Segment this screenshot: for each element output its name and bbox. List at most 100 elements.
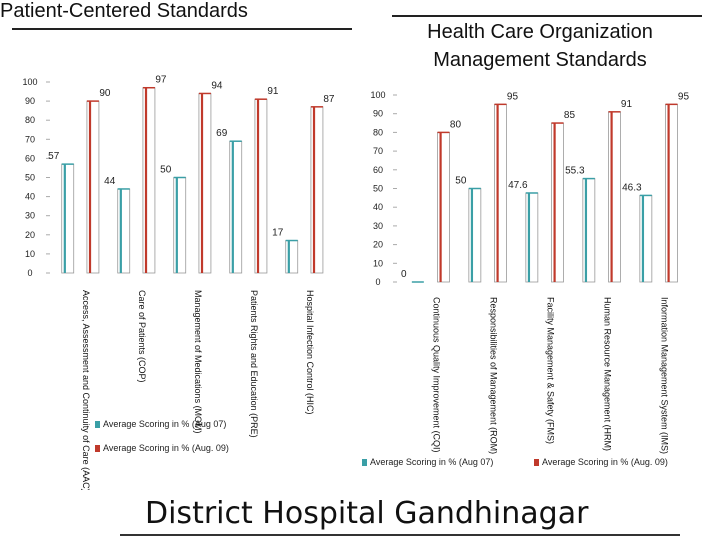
legend-swatch <box>534 459 539 466</box>
legend-label: Average Scoring in % (Aug 07) <box>370 457 493 467</box>
bar <box>310 106 324 274</box>
bar <box>639 195 653 283</box>
bar <box>665 103 678 283</box>
y-tick-label: 60 <box>25 153 35 163</box>
y-tick-label: 20 <box>373 240 383 250</box>
right-chart-title-line1: Health Care Organization <box>427 21 653 43</box>
data-label: 94 <box>211 80 223 91</box>
bar <box>229 140 243 274</box>
legend-swatch <box>95 445 100 452</box>
right-chart-title-line2: Management Standards <box>433 49 647 71</box>
data-label: 57 <box>48 151 60 162</box>
y-tick-label: 10 <box>25 249 35 259</box>
bar-stripe <box>496 104 499 282</box>
data-label: 55.3 <box>565 166 585 177</box>
right-bar-chart: 0 10 20 30 40 50 60 70 80 90 100 0 80 Continuous Qual… <box>362 90 689 467</box>
data-label: 95 <box>678 91 690 102</box>
left-chart-title: Patient-Centered Standards <box>0 0 248 22</box>
y-tick-label: 30 <box>373 221 383 231</box>
y-tick-label: 70 <box>373 146 383 156</box>
legend-label: Average Scoring in % (Aug. 09) <box>103 443 229 453</box>
bar-stripe <box>610 111 613 282</box>
bar-stripe <box>439 132 442 282</box>
bar <box>608 111 621 283</box>
bar-stripe <box>256 99 260 273</box>
y-tick-label: 100 <box>370 90 385 100</box>
right-chart-title: Health Care Organization Management Stan… <box>370 18 710 74</box>
y-tick-label: 80 <box>373 127 383 137</box>
data-label: 80 <box>450 119 462 130</box>
y-tick-label: 30 <box>25 211 35 221</box>
data-label: 46.3 <box>622 182 642 193</box>
bar-stripe <box>144 87 148 273</box>
category-label: Hospital Infection Control (HIC) <box>305 290 315 415</box>
category-label: Continuous Quality Improvement (CQI) <box>432 297 442 453</box>
category-label: Information Management System (IMS) <box>660 297 670 454</box>
data-label: 85 <box>564 110 576 121</box>
data-label: 47.6 <box>508 180 528 191</box>
left-bar-chart: 0 10 20 30 40 50 60 70 80 90 100 57 90 Access, Assess… <box>22 75 334 490</box>
bar <box>285 240 299 274</box>
data-label: 17 <box>272 228 284 239</box>
data-label: 87 <box>323 94 335 105</box>
hospital-name-footer: District Hospital Gandhinagar <box>145 496 589 531</box>
data-label: 97 <box>155 75 167 86</box>
y-tick-label: 0 <box>27 268 32 278</box>
bar-stripe <box>88 101 92 273</box>
legend-swatch <box>362 459 367 466</box>
y-tick-label: 90 <box>25 96 35 106</box>
category-label: Patients Rights and Education (PRE) <box>249 290 259 438</box>
bar-stripe <box>63 164 66 273</box>
bar-stripe <box>175 177 178 273</box>
legend-swatch <box>95 421 100 428</box>
y-tick-label: 50 <box>25 173 35 183</box>
category-label: Facility Management & Safety (FMS) <box>546 297 556 444</box>
bar-stripe <box>584 178 588 282</box>
bar <box>61 163 75 274</box>
y-tick-label: 10 <box>373 258 383 268</box>
y-tick-label: 40 <box>25 192 35 202</box>
y-tick-label: 50 <box>373 184 383 194</box>
bar-stripe <box>641 195 645 282</box>
bar-stripe <box>470 188 474 282</box>
y-tick-label: 20 <box>25 230 35 240</box>
y-tick-label: 80 <box>25 115 35 125</box>
category-label: Management of Medications (MOM) <box>193 290 203 434</box>
data-label: 90 <box>99 88 111 99</box>
bar <box>198 93 212 274</box>
category-label: Access, Assessment and Continuity of Car… <box>81 290 91 490</box>
bar-stripe <box>527 192 531 282</box>
bar-stripe <box>231 141 234 273</box>
data-label: 44 <box>104 176 116 187</box>
bar <box>525 192 539 283</box>
bar-stripe <box>287 240 290 273</box>
bar-stripe <box>312 106 316 273</box>
data-label: 50 <box>455 176 467 187</box>
bar <box>582 178 596 283</box>
data-label: 91 <box>621 99 633 110</box>
bar <box>437 131 450 283</box>
bar-stripe <box>200 93 204 274</box>
bar-stripe <box>553 123 556 282</box>
bar <box>551 122 564 283</box>
bar <box>142 87 156 274</box>
right-title-rule <box>392 15 702 17</box>
data-label: 91 <box>267 86 279 97</box>
y-tick-label: 0 <box>375 277 380 287</box>
bar <box>86 100 100 274</box>
data-label: 50 <box>160 165 172 176</box>
legend-label: Average Scoring in % (Aug. 09) <box>542 457 668 467</box>
data-label: 69 <box>216 128 228 139</box>
y-tick-label: 60 <box>373 165 383 175</box>
bar-stripe <box>667 104 670 282</box>
y-tick-label: 90 <box>373 109 383 119</box>
bar <box>173 177 187 274</box>
data-label: 0 <box>401 269 407 280</box>
data-label: 95 <box>507 91 519 102</box>
footer-rule <box>120 534 680 536</box>
legend-label: Average Scoring in % (Aug 07) <box>103 419 226 429</box>
category-label: Responsibilities of Management (ROM) <box>489 297 499 454</box>
bar-stripe <box>119 188 122 273</box>
bar <box>117 188 131 274</box>
